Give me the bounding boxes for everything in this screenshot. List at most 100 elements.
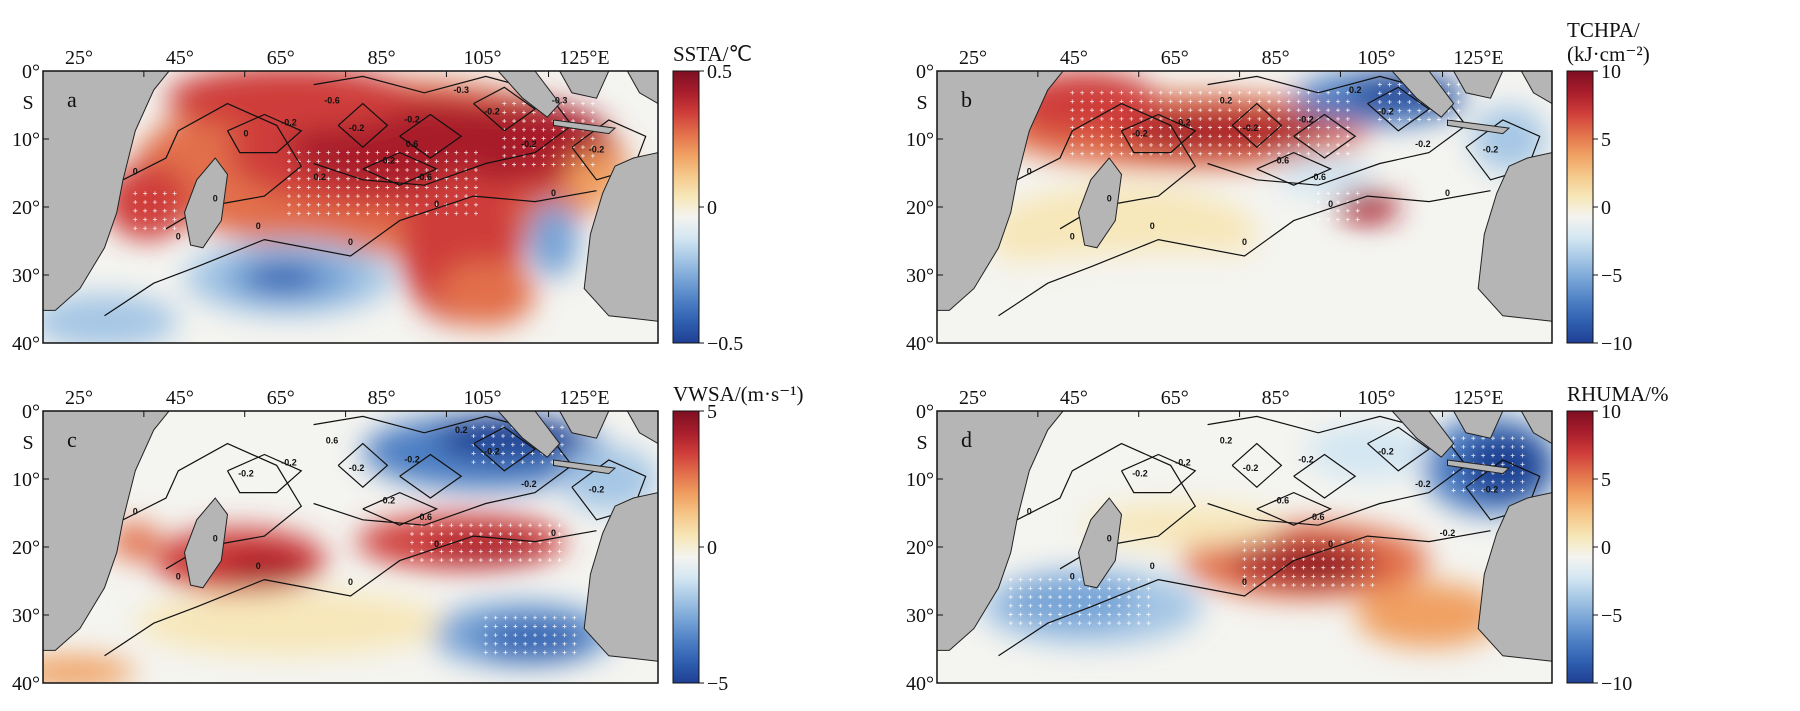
stipple-mark (414, 150, 419, 155)
stipple-mark (512, 127, 517, 132)
stipple-mark (1335, 200, 1340, 205)
contour-label: -0.2 (1415, 479, 1431, 489)
stipple-mark (521, 145, 526, 150)
stipple-mark (1296, 99, 1301, 104)
stipple-mark (1281, 583, 1286, 588)
stipple-mark (1355, 200, 1360, 205)
stipple-mark (1139, 99, 1144, 104)
contour-line-8 (362, 151, 439, 186)
stipple-mark (1038, 621, 1043, 626)
stipple-mark (1377, 82, 1382, 87)
stipple-mark (1510, 444, 1515, 449)
contour-label: 0 (133, 166, 138, 176)
stipple-mark (1139, 142, 1144, 147)
stipple-mark (1350, 565, 1355, 570)
stipple-mark (172, 208, 177, 213)
stipple-mark (1146, 577, 1151, 582)
sumatra-landmass (497, 411, 561, 458)
stipple-mark (590, 110, 595, 115)
stipple-mark (469, 558, 474, 563)
contour-label: 0 (348, 237, 353, 247)
stipple-mark (1296, 134, 1301, 139)
lon-tick-label: 65° (1161, 47, 1189, 69)
stipple-mark (395, 168, 400, 173)
stipple-mark (434, 176, 439, 181)
contour-label: -0.6 (324, 96, 340, 106)
stipple-mark (306, 211, 311, 216)
stipple-mark (1331, 565, 1336, 570)
anomaly-region-10 (43, 655, 136, 683)
stipple-mark (1217, 125, 1222, 130)
stipple-mark (531, 110, 536, 115)
lon-tick-label: 85° (368, 387, 396, 409)
stipple-mark (375, 202, 380, 207)
stipple-mark (512, 110, 517, 115)
stipple-mark (571, 101, 576, 106)
contour-line-5 (1367, 86, 1431, 132)
stipple-mark (528, 531, 533, 536)
stipple-mark (1146, 612, 1151, 617)
stipple-mark (1119, 151, 1124, 156)
lon-tick-label: 65° (267, 47, 295, 69)
stipple-mark (1087, 621, 1092, 626)
anomaly-region-7 (436, 261, 535, 327)
stipple-mark (410, 540, 414, 545)
colorbar-title: (kJ·cm⁻²) (1567, 42, 1650, 66)
stipple-mark (1296, 116, 1301, 121)
stipple-mark (296, 211, 301, 216)
stipple-mark (346, 185, 351, 190)
stipple-mark (1281, 539, 1286, 544)
stipple-mark (1107, 586, 1112, 591)
stipple-mark (1326, 90, 1331, 95)
lon-tick-label: 85° (1262, 47, 1290, 69)
stipple-mark (365, 194, 370, 199)
stipple-mark (1242, 539, 1247, 544)
stipple-mark (1109, 116, 1114, 121)
stipple-mark (1089, 90, 1094, 95)
stipple-mark (152, 226, 157, 231)
stipple-mark (439, 549, 444, 554)
stipple-mark (528, 549, 533, 554)
stipple-mark (1089, 125, 1094, 130)
stipple-mark (1077, 586, 1082, 591)
contour-label: 0 (133, 506, 138, 516)
island-landmass (626, 411, 658, 445)
lon-tick-label: 105° (463, 47, 501, 69)
stipple-mark (143, 226, 148, 231)
stipple-mark (1136, 595, 1141, 600)
contour-line-3 (1231, 442, 1283, 489)
stipple-mark (1117, 621, 1122, 626)
stipple-mark (439, 558, 444, 563)
lat-tick-label: 40° (906, 673, 934, 695)
stipple-mark (1129, 108, 1134, 113)
stipple-mark (528, 558, 533, 563)
stipple-mark (1316, 200, 1321, 205)
madagascar-landmass (1077, 157, 1123, 249)
stipple-mark (518, 549, 523, 554)
panel-c: 0 0 0 0 0 0 0 -0.2 -0.2 -0.2 -0.2 -0.2 -0.2 -0.2 -0.2 -… (12, 382, 804, 695)
stipple-mark (1267, 151, 1272, 156)
stipple-mark (562, 615, 567, 620)
stipple-mark (1481, 444, 1486, 449)
stipple-mark (162, 208, 167, 213)
stipple-mark (152, 217, 157, 222)
borneo-landmass (559, 71, 610, 99)
stipple-mark (1350, 548, 1355, 553)
contour-label: -0.2 (1440, 528, 1456, 538)
stipple-mark (316, 150, 321, 155)
stipple-mark (1158, 99, 1163, 104)
stipple-mark (1360, 565, 1365, 570)
stipple-mark (1109, 125, 1114, 130)
stipple-mark (1257, 108, 1262, 113)
stipple-mark (1208, 151, 1213, 156)
stipple-mark (1286, 125, 1291, 130)
stipple-mark (1370, 565, 1375, 570)
stipple-mark (508, 549, 513, 554)
stipple-mark (1139, 108, 1144, 113)
colorbar-label: 5 (1601, 469, 1611, 491)
stipple-mark (520, 442, 525, 447)
contour-label: -0.2 (1175, 117, 1191, 127)
anomaly-region-8 (1275, 152, 1374, 197)
stipple-mark (513, 650, 518, 655)
stipple-mark (385, 150, 390, 155)
